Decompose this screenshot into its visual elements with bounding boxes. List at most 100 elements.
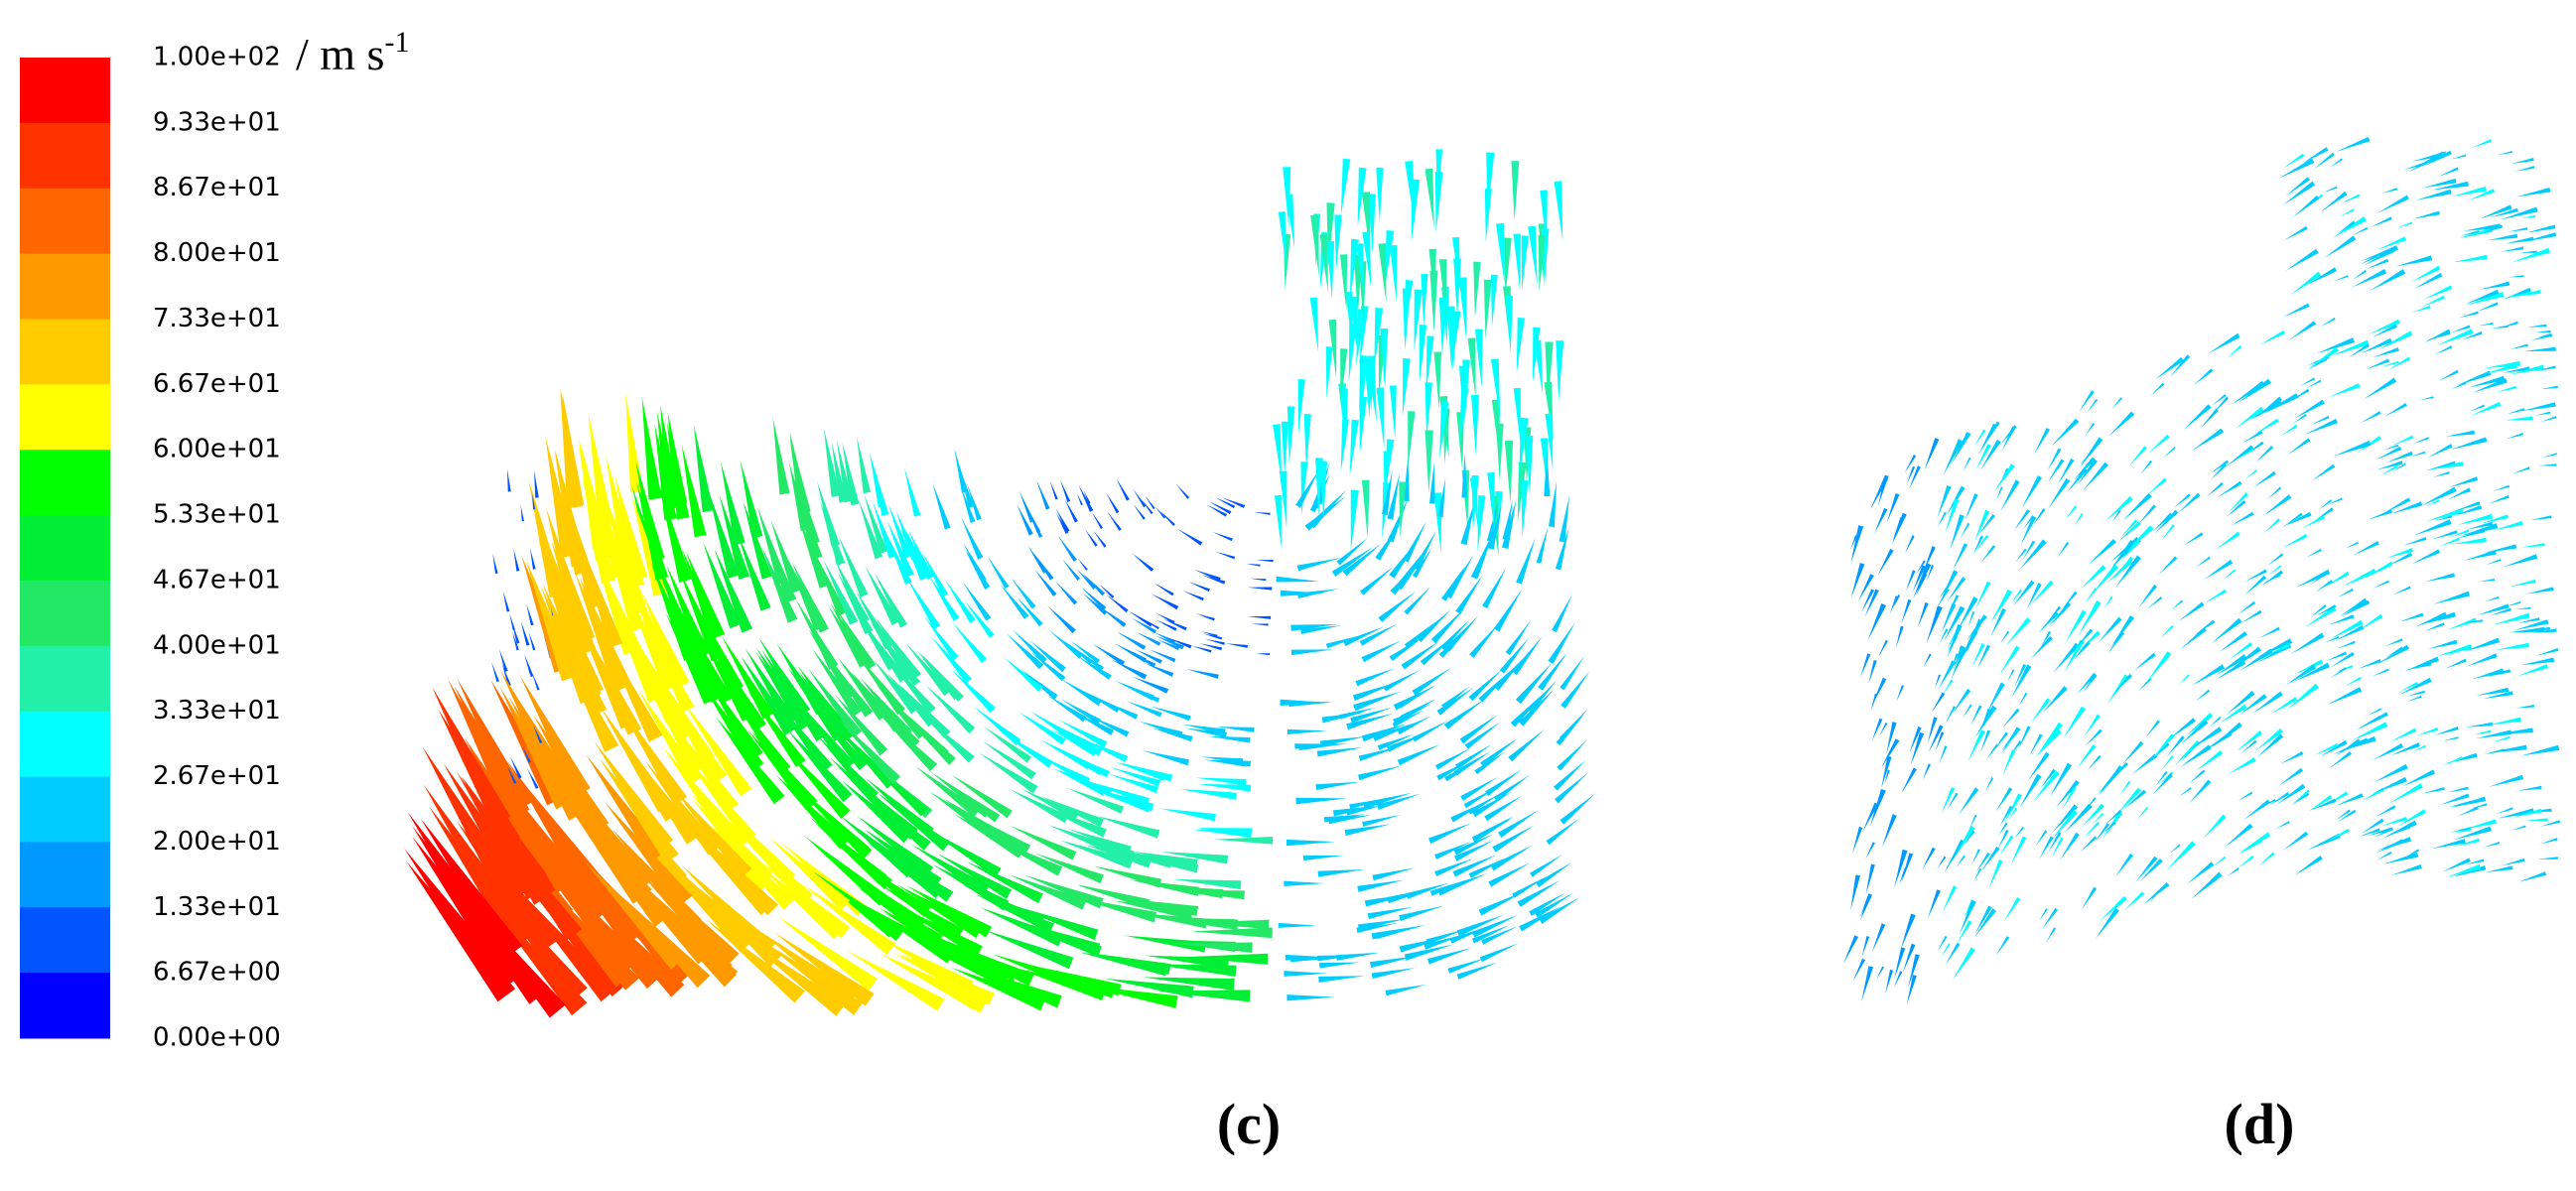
- vector: [1999, 645, 2020, 675]
- vector: [1402, 357, 1411, 417]
- vector: [1404, 944, 1454, 961]
- vector: [2358, 613, 2383, 631]
- vector: [2520, 214, 2536, 218]
- vector: [527, 768, 539, 789]
- vector: [1512, 876, 1547, 898]
- colorbar-label: 4.67e+01: [153, 565, 281, 595]
- vector: [1357, 765, 1403, 781]
- vector: [1389, 385, 1397, 440]
- vector: [2463, 819, 2498, 830]
- vector: [1471, 914, 1519, 938]
- vector: [2224, 823, 2253, 848]
- vector: [1287, 728, 1327, 735]
- vector: [816, 734, 879, 801]
- vector: [2334, 275, 2349, 282]
- vector: [1350, 489, 1359, 552]
- vector: [2468, 189, 2496, 200]
- vector: [1402, 288, 1411, 350]
- vector: [2114, 853, 2134, 878]
- vector: [2520, 657, 2555, 666]
- vector: [2505, 236, 2534, 244]
- vector: [836, 607, 877, 670]
- vector: [1870, 693, 1878, 712]
- vector: [2326, 828, 2351, 842]
- colorbar-band: [20, 776, 110, 843]
- vector: [1424, 430, 1433, 494]
- vector: [2237, 855, 2254, 869]
- vector: [1937, 935, 1948, 952]
- vector: [1893, 971, 1903, 989]
- vector: [2375, 461, 2403, 470]
- vector: [2139, 858, 2163, 882]
- vector: [1999, 630, 2010, 644]
- vector: [2488, 717, 2521, 726]
- vector: [769, 665, 827, 742]
- vector: [584, 629, 641, 735]
- vector: [2496, 385, 2516, 393]
- vector: [2506, 600, 2521, 606]
- vector: [1419, 325, 1427, 383]
- vector: [2496, 807, 2513, 815]
- vector: [2191, 871, 2223, 900]
- vector: [2451, 537, 2487, 545]
- vector: [2432, 471, 2450, 478]
- vector: [2154, 509, 2179, 534]
- vector: [1356, 243, 1365, 298]
- vector: [2178, 787, 2192, 797]
- vector: [761, 547, 798, 623]
- vector: [1095, 815, 1160, 839]
- vector: [2361, 712, 2388, 728]
- vector: [1988, 860, 2003, 888]
- vector: [1111, 659, 1148, 680]
- vector: [1060, 679, 1102, 707]
- vector: [2449, 800, 2473, 807]
- vector: [1317, 868, 1365, 877]
- vector: [2260, 798, 2276, 808]
- vector: [2005, 617, 2031, 646]
- vector: [1965, 618, 1983, 655]
- vector: [877, 792, 950, 852]
- vector: [817, 481, 840, 547]
- vector: [1412, 721, 1448, 742]
- vector: [1916, 560, 1926, 575]
- vector: [1455, 574, 1483, 614]
- vector: [2215, 654, 2247, 677]
- vector: [812, 547, 847, 616]
- vector: [2204, 559, 2234, 581]
- vector: [1937, 511, 1948, 528]
- vector: [886, 520, 914, 578]
- vector: [1472, 791, 1513, 818]
- vector: [2508, 227, 2528, 232]
- vector: [2282, 303, 2310, 318]
- vector: [521, 622, 529, 642]
- vector: [1973, 429, 1986, 447]
- vector: [1076, 568, 1096, 590]
- vector: [2493, 484, 2510, 491]
- vector: [2434, 345, 2453, 355]
- vector: [2292, 414, 2307, 424]
- vector: [2471, 139, 2493, 149]
- vector: [1149, 649, 1176, 663]
- vector: [1064, 498, 1078, 523]
- vector: [2077, 672, 2097, 695]
- vector: [2313, 152, 2335, 170]
- vector: [1159, 808, 1216, 822]
- vector: [2193, 368, 2214, 386]
- vector: [2450, 529, 2470, 538]
- vector: [1871, 718, 1883, 741]
- vector: [1403, 521, 1426, 563]
- vector: [1974, 581, 1991, 609]
- vector: [2477, 302, 2499, 312]
- vector: [1957, 920, 1972, 945]
- vector: [797, 515, 830, 589]
- vector: [2377, 195, 2409, 213]
- vector: [1893, 595, 1901, 608]
- vector: [2406, 695, 2422, 703]
- vector: [2517, 785, 2542, 791]
- vector: [963, 542, 987, 583]
- vector: [2302, 147, 2329, 164]
- vector: [534, 470, 539, 498]
- vector: [1151, 594, 1179, 610]
- vector: [2226, 445, 2254, 467]
- vector: [1012, 629, 1047, 664]
